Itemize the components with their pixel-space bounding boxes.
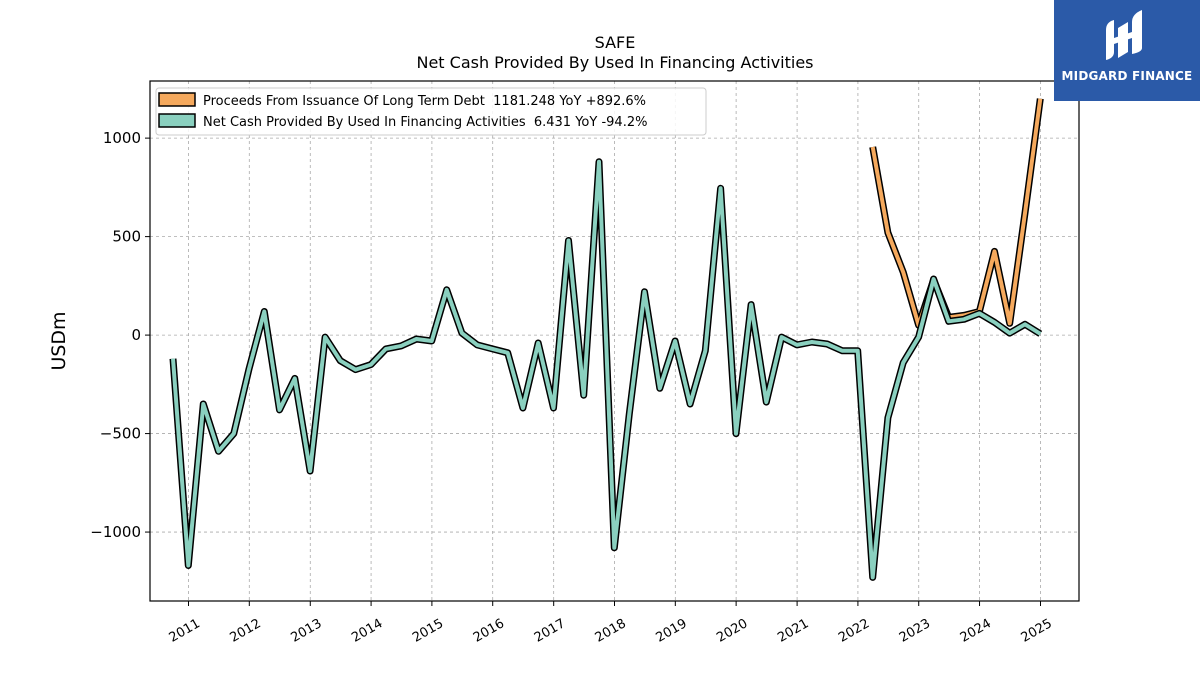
- x-tick-label: 2013: [288, 616, 324, 646]
- x-tick-label: 2011: [167, 616, 203, 646]
- x-tick-label: 2021: [775, 616, 811, 646]
- legend: Proceeds From Issuance Of Long Term Debt…: [155, 87, 707, 136]
- y-axis-label: USDm: [48, 311, 70, 370]
- x-tick-label: 2022: [836, 616, 872, 646]
- series-lines: [169, 98, 1044, 581]
- x-tick-label: 2016: [471, 616, 507, 646]
- series-line-debt-proceeds: [869, 98, 1044, 329]
- midgard-logo-icon: [1106, 10, 1142, 60]
- x-tick-label: 2012: [227, 616, 263, 646]
- y-tick-label: −500: [100, 425, 141, 443]
- legend-label-financing: Net Cash Provided By Used In Financing A…: [203, 115, 647, 130]
- x-tick-label: 2018: [593, 616, 629, 646]
- brand-logo: MIDGARD FINANCE: [1054, 0, 1200, 101]
- y-tick-label: 1000: [103, 129, 141, 147]
- legend-frame: [155, 87, 707, 136]
- y-axis-ticks: −1000 −500 0 500 1000: [90, 129, 150, 541]
- x-tick-label: 2017: [532, 616, 568, 646]
- legend-swatch-debt: [158, 92, 196, 107]
- series-stroke: [870, 98, 1043, 328]
- brand-name: MIDGARD FINANCE: [1061, 69, 1193, 83]
- y-tick-label: −1000: [90, 523, 141, 541]
- x-tick-label: 2019: [653, 616, 689, 646]
- x-tick-label: 2020: [714, 616, 750, 646]
- series-stroke: [171, 159, 1042, 580]
- x-tick-label: 2025: [1019, 616, 1055, 646]
- y-tick-label: 500: [112, 228, 141, 246]
- chart-title: SAFE: [595, 33, 636, 52]
- x-tick-label: 2014: [349, 616, 385, 646]
- x-tick-label: 2015: [410, 616, 446, 646]
- x-axis-ticks: 2011 2012 2013 2014 2015 2016 2017 2018 2019 2020…: [167, 601, 1055, 646]
- x-tick-label: 2024: [958, 616, 994, 646]
- legend-swatch-financing: [158, 113, 196, 128]
- series-line-net-financing: [169, 158, 1043, 581]
- chart-subtitle: Net Cash Provided By Used In Financing A…: [416, 53, 813, 72]
- y-tick-label: 0: [131, 326, 141, 344]
- legend-label-debt: Proceeds From Issuance Of Long Term Debt…: [203, 94, 646, 109]
- x-tick-label: 2023: [897, 616, 933, 646]
